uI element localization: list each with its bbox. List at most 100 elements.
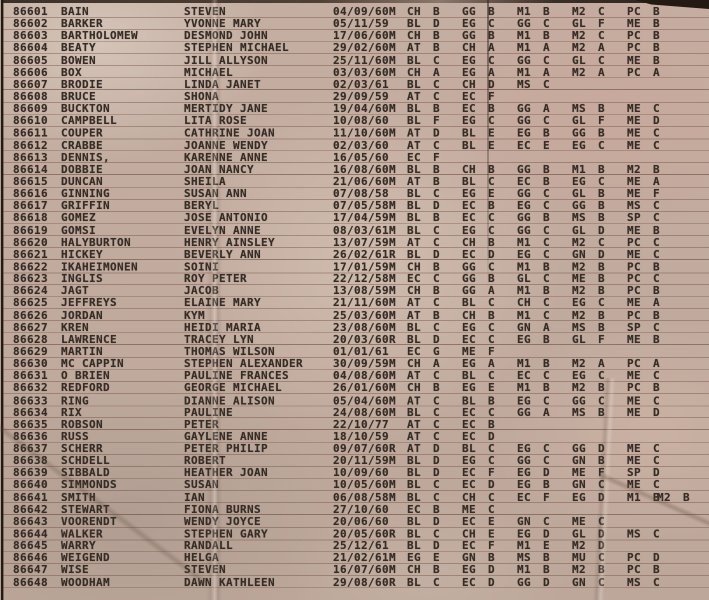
surname: BRODIE bbox=[61, 77, 104, 91]
grade: A bbox=[543, 405, 551, 419]
subject-code: EC bbox=[407, 272, 422, 286]
given-names: GAYLENE ANNE bbox=[184, 429, 269, 443]
student-number: 86634 bbox=[13, 405, 49, 419]
grade: C bbox=[488, 332, 496, 346]
subject-code: EC bbox=[462, 332, 477, 346]
grade: C bbox=[598, 478, 606, 492]
subject-code: GN bbox=[572, 575, 587, 589]
grade: D bbox=[433, 247, 441, 261]
subject-code: M1 bbox=[517, 308, 532, 322]
subject-code: MS bbox=[517, 551, 532, 565]
subject-code: GN bbox=[572, 454, 587, 468]
subject-code: EG bbox=[517, 466, 532, 480]
grade: D bbox=[433, 332, 441, 346]
subject-code: GG bbox=[462, 5, 477, 18]
subject-code: ME bbox=[627, 394, 642, 407]
birth-date: 23/08/60 bbox=[333, 320, 390, 334]
grade: B bbox=[598, 320, 606, 334]
surname: GOMEZ bbox=[61, 211, 97, 225]
subject-code: AT bbox=[407, 417, 422, 431]
subject-code: BL bbox=[407, 575, 422, 589]
table-row: 86625 JEFFREYS ELAINE MARY 21/11/60 M AT C BL C C… bbox=[0, 296, 709, 310]
student-number: 86626 bbox=[13, 308, 49, 322]
subject-code: EC bbox=[462, 247, 477, 261]
given-names: JACOB bbox=[184, 284, 220, 298]
grade: D bbox=[653, 114, 661, 128]
table-row: 86629 MARTIN THOMAS WILSON 01/01/61 EC G ME F bbox=[0, 345, 709, 358]
subject-code: GG bbox=[517, 114, 532, 128]
subject-code: AT bbox=[407, 89, 422, 103]
grade: C bbox=[653, 211, 661, 225]
subject-code: AT bbox=[407, 429, 422, 443]
flag: M bbox=[389, 235, 397, 249]
subject-code: CH bbox=[407, 357, 422, 371]
subject-code: GG bbox=[517, 454, 532, 468]
given-names: STEVEN bbox=[184, 563, 227, 577]
grade: B bbox=[598, 211, 606, 225]
grade: D bbox=[433, 454, 441, 468]
grade: D bbox=[488, 575, 496, 589]
flag: R bbox=[389, 442, 397, 456]
grade: A bbox=[653, 296, 661, 310]
given-names: FIONA BURNS bbox=[184, 502, 262, 516]
flag: M bbox=[389, 284, 397, 298]
grade: C bbox=[653, 138, 661, 152]
table-row: 86642 STEWART FIONA BURNS 27/10/60 EC B ME C bbox=[0, 502, 709, 516]
surname: IKAHEIMONEN bbox=[61, 260, 139, 274]
table-row: 86616 GINNING SUSAN ANN 07/08/58 BL C EG E GG C GL… bbox=[0, 187, 709, 200]
birth-date: 22/12/58 bbox=[333, 272, 390, 286]
student-number: 86622 bbox=[13, 260, 49, 274]
birth-date: 29/09/59 bbox=[333, 89, 390, 103]
table-row: 86610 CAMPBELL LITA ROSE 10/08/60 BL F EG C GG C G… bbox=[0, 114, 709, 128]
subject-code: GG bbox=[572, 394, 587, 407]
grade: D bbox=[433, 126, 441, 140]
given-names: BEVERLY ANN bbox=[184, 247, 262, 261]
student-number: 86632 bbox=[13, 381, 49, 395]
birth-date: 25/12/61 bbox=[333, 539, 390, 553]
paper-crease bbox=[299, 0, 481, 5]
grade: D bbox=[598, 527, 606, 541]
surname: GOMSI bbox=[61, 223, 97, 237]
given-names: JOAN NANCY bbox=[184, 162, 255, 176]
subject-code: BL bbox=[462, 126, 477, 140]
surname: RUSS bbox=[61, 429, 90, 443]
given-names: SHEILA bbox=[184, 174, 227, 188]
subject-code: GL bbox=[572, 114, 587, 128]
given-names: MERTIDY JANE bbox=[184, 102, 269, 116]
grade: A bbox=[653, 65, 661, 79]
surname: ROBSON bbox=[61, 417, 104, 431]
grade: B bbox=[433, 174, 441, 188]
student-number: 86606 bbox=[13, 65, 49, 79]
subject-code: M2 bbox=[572, 41, 587, 55]
surname: JORDAN bbox=[61, 308, 104, 322]
subject-code: CH bbox=[407, 29, 422, 43]
subject-code: ME bbox=[627, 223, 642, 237]
given-names: KYM bbox=[184, 308, 206, 322]
flag: R bbox=[389, 332, 397, 346]
grade: E bbox=[433, 551, 441, 565]
grade: B bbox=[433, 102, 441, 116]
grade: C bbox=[488, 223, 496, 237]
flag: M bbox=[389, 260, 397, 274]
subject-code: ME bbox=[627, 454, 642, 468]
surname: DOBBIE bbox=[61, 162, 104, 176]
given-names: TRACEY LYN bbox=[184, 332, 255, 346]
grade: C bbox=[653, 102, 661, 116]
grade: C bbox=[543, 272, 551, 286]
surname: DENNIS, bbox=[61, 150, 111, 164]
subject-code: ME bbox=[627, 478, 642, 492]
subject-code: BL bbox=[407, 247, 422, 261]
grade: C bbox=[598, 296, 606, 310]
table-row: 86623 INGLIS ROY PETER 22/12/58 M EC C GG B GL C ME… bbox=[0, 272, 709, 286]
subject-code: GG bbox=[572, 199, 587, 213]
given-names: JOSE ANTONIO bbox=[184, 211, 269, 225]
subject-code: CH bbox=[462, 490, 477, 504]
subject-code: M2 bbox=[572, 5, 587, 18]
grade: A bbox=[598, 357, 606, 371]
flag: M bbox=[389, 563, 397, 577]
grade: D bbox=[433, 539, 441, 553]
subject-code: M1 bbox=[517, 260, 532, 274]
subject-code: CH bbox=[462, 41, 477, 55]
grade: C bbox=[543, 77, 551, 91]
subject-code: MS bbox=[627, 575, 642, 589]
